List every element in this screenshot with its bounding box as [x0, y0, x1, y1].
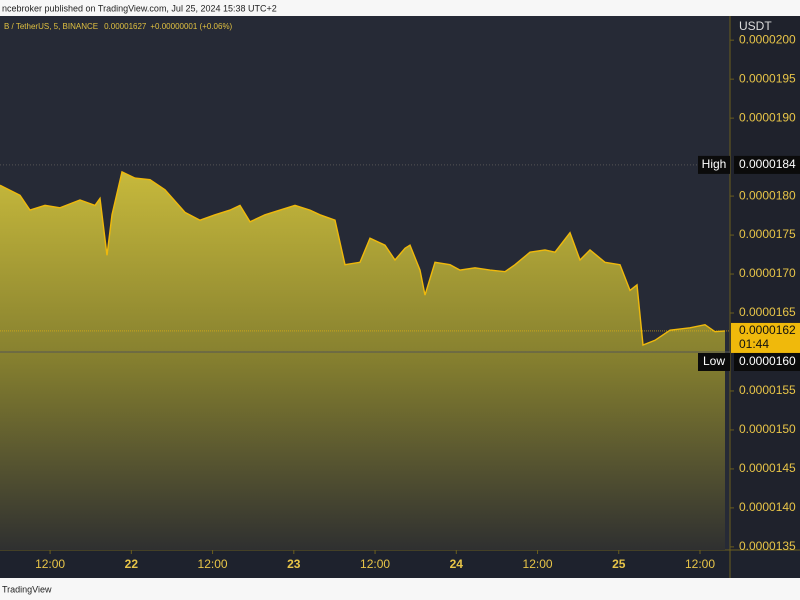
x-tick-label: 24 — [450, 557, 464, 571]
footer: TradingView — [2, 584, 52, 594]
y-axis-label: USDT — [739, 19, 772, 33]
level-tag — [698, 155, 730, 174]
x-tick-label: 22 — [125, 557, 139, 571]
y-tick-label: 0.0000170 — [739, 266, 796, 280]
legend-symbol: B / TetherUS, 5, BINANCE — [4, 22, 98, 31]
header: ncebroker published on TradingView.com, … — [2, 3, 277, 13]
legend-last: 0.00001627 — [104, 22, 147, 31]
x-tick-label: 25 — [612, 557, 626, 571]
price-axis-bg — [730, 16, 800, 550]
y-tick-label: 0.0000180 — [739, 188, 796, 202]
y-tick-label: 0.0000140 — [739, 500, 796, 514]
x-tick-label: 12:00 — [198, 557, 228, 571]
top-bar — [0, 0, 800, 16]
y-tick-label: 0.0000200 — [739, 32, 796, 46]
countdown: 01:44 — [739, 337, 769, 351]
y-tick-label: 0.0000155 — [739, 383, 796, 397]
price-line — [0, 170, 726, 346]
x-tick-label: 12:00 — [523, 557, 553, 571]
y-tick-label: 0.0000135 — [739, 539, 796, 553]
y-tick-label: 0.0000145 — [739, 461, 796, 475]
level-tag-label: High — [702, 157, 727, 171]
y-tick-label: 0.0000150 — [739, 422, 796, 436]
x-tick-label: 12:00 — [685, 557, 715, 571]
y-tick-label: 0.0000190 — [739, 110, 796, 124]
level-value: 0.0000184 — [739, 157, 796, 171]
y-tick-label: 0.0000165 — [739, 305, 796, 319]
y-tick-label: 0.0000175 — [739, 227, 796, 241]
level-value-box — [734, 352, 800, 371]
current-price: 0.0000162 — [739, 323, 796, 337]
legend: B / TetherUS, 5, BINANCE — [4, 22, 98, 31]
legend-change: +0.00000001 (+0.06%) — [150, 22, 232, 31]
level-value-box — [734, 155, 800, 174]
x-tick-label: 23 — [287, 557, 301, 571]
x-tick-label: 12:00 — [35, 557, 65, 571]
y-tick-label: 0.0000195 — [739, 71, 796, 85]
x-tick-label: 12:00 — [360, 557, 390, 571]
footer-bar — [0, 578, 800, 600]
area — [0, 171, 725, 550]
current-price-box — [731, 322, 800, 353]
level-tag-label: Low — [703, 354, 725, 368]
level-tag — [698, 352, 730, 371]
level-value: 0.0000160 — [739, 354, 796, 368]
